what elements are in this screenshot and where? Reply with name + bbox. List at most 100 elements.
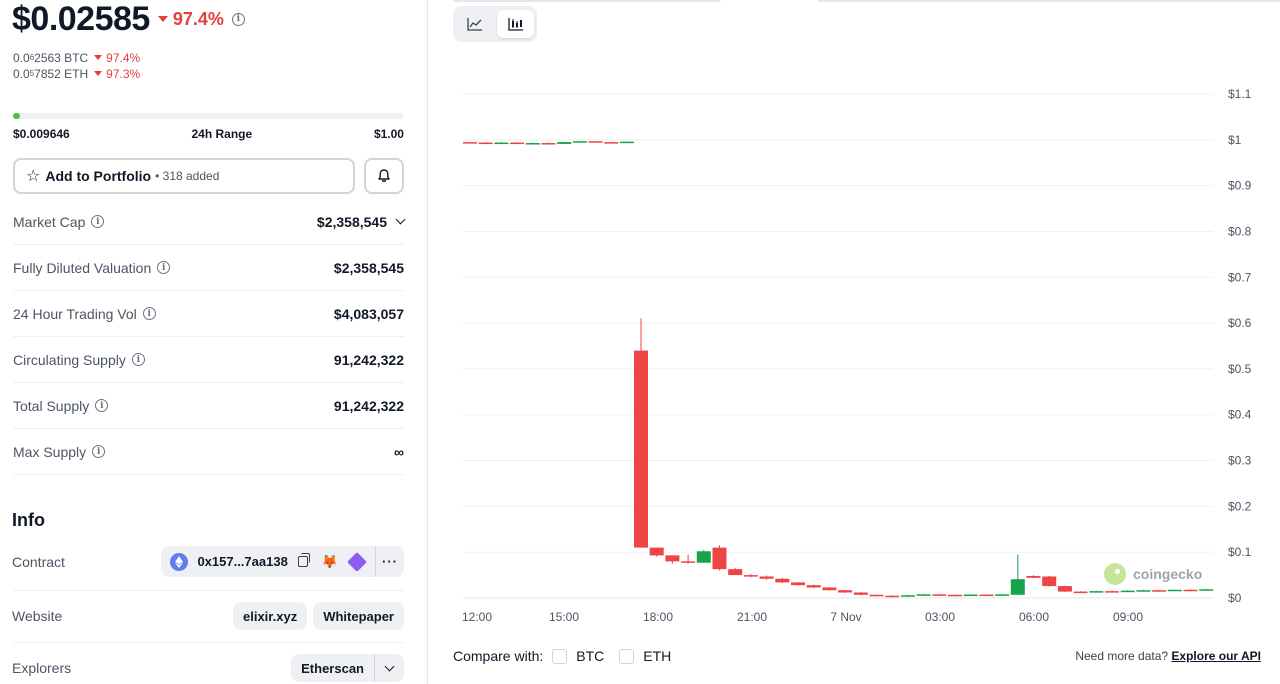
ethereum-icon xyxy=(170,552,189,571)
contract-label: Contract xyxy=(12,553,65,570)
candle-body xyxy=(1152,590,1167,592)
stat-value: $4,083,057 xyxy=(333,305,404,322)
candlestick-chart[interactable]: $0 $0.1 $0.2 $0.3 $0.4 $0.5 $0.6 $0.7 $0.8 $0.9 $1… xyxy=(428,0,1280,640)
candlestick-icon xyxy=(507,18,523,31)
y-tick-label: $0.3 xyxy=(1228,454,1252,468)
candle-body xyxy=(696,551,711,563)
explorers-row: Explorers Etherscan xyxy=(12,654,404,682)
stat-fdv: Fully Diluted Valuation i $2,358,545 xyxy=(13,245,404,291)
y-tick-label: $1 xyxy=(1228,133,1242,147)
candle-body xyxy=(885,595,900,598)
btc-price-prefix: 0.0 xyxy=(13,50,30,65)
candle-body xyxy=(1183,589,1198,592)
stat-value-text: $2,358,545 xyxy=(316,213,387,230)
stat-value: 91,242,322 xyxy=(333,351,404,368)
eth-checkbox[interactable] xyxy=(619,648,635,664)
more-options-button[interactable]: ··· xyxy=(375,546,404,577)
candle-body xyxy=(963,594,978,597)
stat-value[interactable]: $2,358,545 xyxy=(316,213,406,230)
price-change-value: 97.4% xyxy=(172,8,224,29)
website-link[interactable]: elixir.xyz xyxy=(232,602,308,630)
candle-body xyxy=(494,142,509,145)
info-icon[interactable]: i xyxy=(91,215,105,228)
eth-price-prefix: 0.0 xyxy=(13,66,30,81)
caret-down-icon xyxy=(157,16,168,22)
wallet-gem-icon[interactable] xyxy=(347,551,367,572)
candle-body xyxy=(525,143,540,145)
candle-body xyxy=(665,555,680,562)
eth-change-value: 97.3% xyxy=(106,66,141,81)
range-label: 24h Range xyxy=(191,127,253,141)
range-bar-fill xyxy=(13,113,20,119)
stat-label-text: Max Supply xyxy=(13,443,87,460)
stat-value: $2,358,545 xyxy=(333,259,404,276)
btc-price-rest: 2563 BTC xyxy=(34,50,89,65)
info-icon[interactable]: i xyxy=(131,353,145,366)
compare-option-btc[interactable]: BTC xyxy=(552,648,604,664)
y-tick-label: $0.4 xyxy=(1228,408,1252,422)
explorer-dropdown: Etherscan xyxy=(291,654,404,682)
chevron-down-icon[interactable] xyxy=(395,214,406,225)
stat-label-text: Circulating Supply xyxy=(13,351,126,368)
btc-price-zero-count: 6 xyxy=(29,53,35,62)
x-tick-label: 03:00 xyxy=(925,610,955,624)
btc-change-value: 97.4% xyxy=(106,50,141,65)
price-alert-button[interactable] xyxy=(364,158,404,194)
candle-body xyxy=(1026,576,1041,578)
stat-label-text: 24 Hour Trading Vol xyxy=(13,305,137,322)
line-chart-button[interactable] xyxy=(456,10,493,38)
compare-option-eth[interactable]: ETH xyxy=(619,648,671,664)
watermark-text: coingecko xyxy=(1133,566,1203,582)
y-tick-label: $0.2 xyxy=(1228,499,1252,513)
info-icon[interactable]: i xyxy=(231,12,245,26)
divider xyxy=(13,590,404,591)
candlestick-chart-button[interactable] xyxy=(497,10,534,38)
add-to-portfolio-button[interactable]: ☆ Add to Portfolio • 318 added xyxy=(13,158,355,194)
candle-body xyxy=(1105,591,1119,593)
candle-body xyxy=(463,142,477,144)
candle-body xyxy=(1120,590,1135,593)
candle-body xyxy=(604,142,619,144)
whitepaper-link[interactable]: Whitepaper xyxy=(313,602,404,630)
candle-body xyxy=(759,576,774,579)
stat-market-cap: Market Cap i $2,358,545 xyxy=(13,199,406,245)
y-tick-label: $0 xyxy=(1228,591,1242,605)
candle-body xyxy=(979,594,994,597)
candle-body xyxy=(478,142,493,145)
info-icon[interactable]: i xyxy=(92,445,106,458)
bell-icon xyxy=(378,169,390,182)
chart-type-toggle xyxy=(453,6,537,42)
info-icon[interactable]: i xyxy=(95,399,109,412)
stat-max-supply: Max Supply i ∞ xyxy=(13,429,404,475)
eth-change: 97.3% xyxy=(94,67,140,81)
candle-body xyxy=(916,594,931,596)
price-change-24h: 97.4% xyxy=(157,8,224,30)
stat-value: 91,242,322 xyxy=(333,397,404,414)
candle-body xyxy=(681,561,696,563)
stat-label: Max Supply i xyxy=(13,443,106,460)
stat-total-supply: Total Supply i 91,242,322 xyxy=(13,383,404,429)
explorer-link[interactable]: Etherscan xyxy=(301,660,364,676)
stat-circulating-supply: Circulating Supply i 91,242,322 xyxy=(13,337,404,383)
candle-body xyxy=(541,143,556,145)
contract-address[interactable]: 0x157...7aa138 xyxy=(197,554,288,569)
candle-body xyxy=(1089,591,1104,593)
stat-label: Total Supply i xyxy=(13,398,109,414)
copy-icon[interactable] xyxy=(297,553,310,567)
candle-body xyxy=(1073,591,1088,594)
stat-label-text: Market Cap xyxy=(13,213,86,230)
explore-api-link[interactable]: Explore our API xyxy=(1171,649,1261,663)
chevron-down-icon xyxy=(384,661,395,671)
info-icon[interactable]: i xyxy=(142,307,156,320)
explorer-dropdown-toggle[interactable] xyxy=(374,654,404,682)
coin-stats-panel: $0.02585 97.4% i 0.0 6 2563 BTC 97.4% 0.0 5… xyxy=(0,0,428,684)
btc-checkbox[interactable] xyxy=(552,648,568,664)
candle-body xyxy=(822,587,837,591)
metamask-icon[interactable]: 🦊 xyxy=(321,553,338,569)
range-bar xyxy=(13,113,404,119)
y-tick-label: $0.1 xyxy=(1228,545,1252,559)
info-heading: Info xyxy=(12,510,45,530)
info-icon[interactable]: i xyxy=(157,261,171,274)
range-high: $1.00 xyxy=(373,127,404,141)
candle-body xyxy=(557,142,572,144)
